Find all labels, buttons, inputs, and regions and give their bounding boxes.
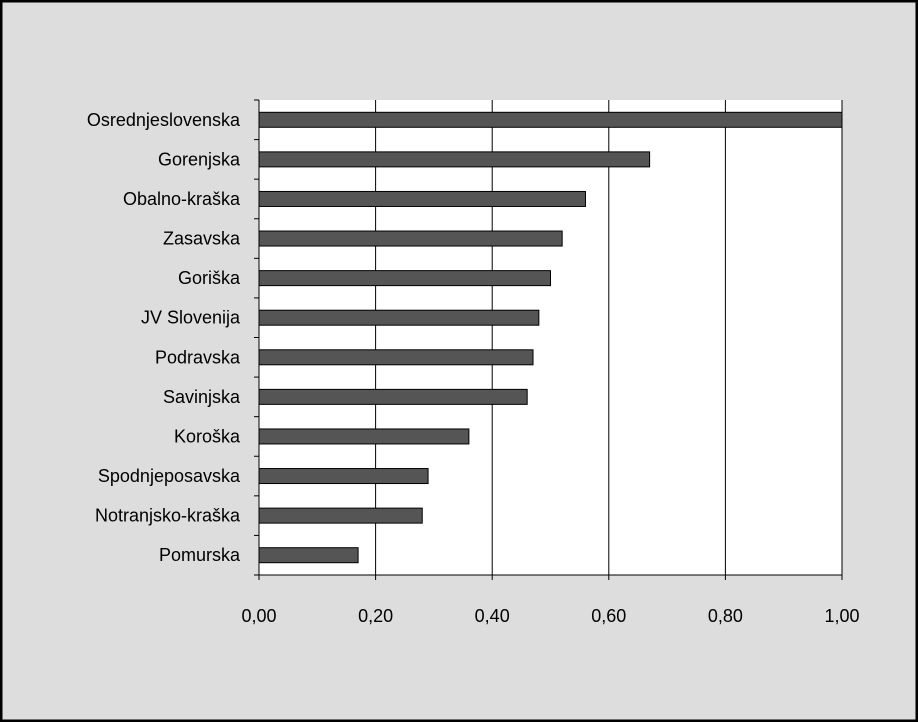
x-tick-label: 0,60 <box>591 606 626 626</box>
bar <box>258 230 563 247</box>
bar <box>258 349 534 366</box>
category-label: Goriška <box>178 268 241 288</box>
bar <box>258 468 429 485</box>
x-tick-label: 1,00 <box>824 606 859 626</box>
x-tick-label: 0,00 <box>241 606 276 626</box>
gridlines <box>375 100 843 575</box>
bar <box>258 547 359 564</box>
category-label: Koroška <box>174 426 241 446</box>
plot-area <box>259 100 842 575</box>
x-tick-labels: 0,00 0,20 0,40 0,60 0,80 1,00 <box>241 606 859 626</box>
category-label: Osrednjeslovenska <box>87 110 241 130</box>
x-tick-label: 0,40 <box>475 606 510 626</box>
category-label: Gorenjska <box>158 149 241 169</box>
bar <box>258 507 423 524</box>
bar <box>258 151 651 168</box>
category-label: Notranjsko-kraška <box>95 506 241 526</box>
category-label: Savinjska <box>163 387 241 407</box>
x-tick-label: 0,20 <box>358 606 393 626</box>
category-label: Obalno-kraška <box>123 189 241 209</box>
bar <box>258 309 540 326</box>
bar <box>258 428 470 445</box>
category-label: Spodnjeposavska <box>98 466 241 486</box>
bar <box>258 111 843 128</box>
bar <box>258 190 586 207</box>
category-label: Pomurska <box>159 545 241 565</box>
category-label: Zasavska <box>163 229 241 249</box>
bar <box>258 270 551 287</box>
category-label: Podravska <box>155 347 241 367</box>
x-tick-label: 0,80 <box>708 606 743 626</box>
category-labels: Osrednjeslovenska Gorenjska Obalno-kraška Z… <box>87 110 241 565</box>
axes <box>254 99 843 580</box>
bars <box>258 111 843 564</box>
bar <box>258 388 528 405</box>
category-label: JV Slovenija <box>141 308 241 328</box>
